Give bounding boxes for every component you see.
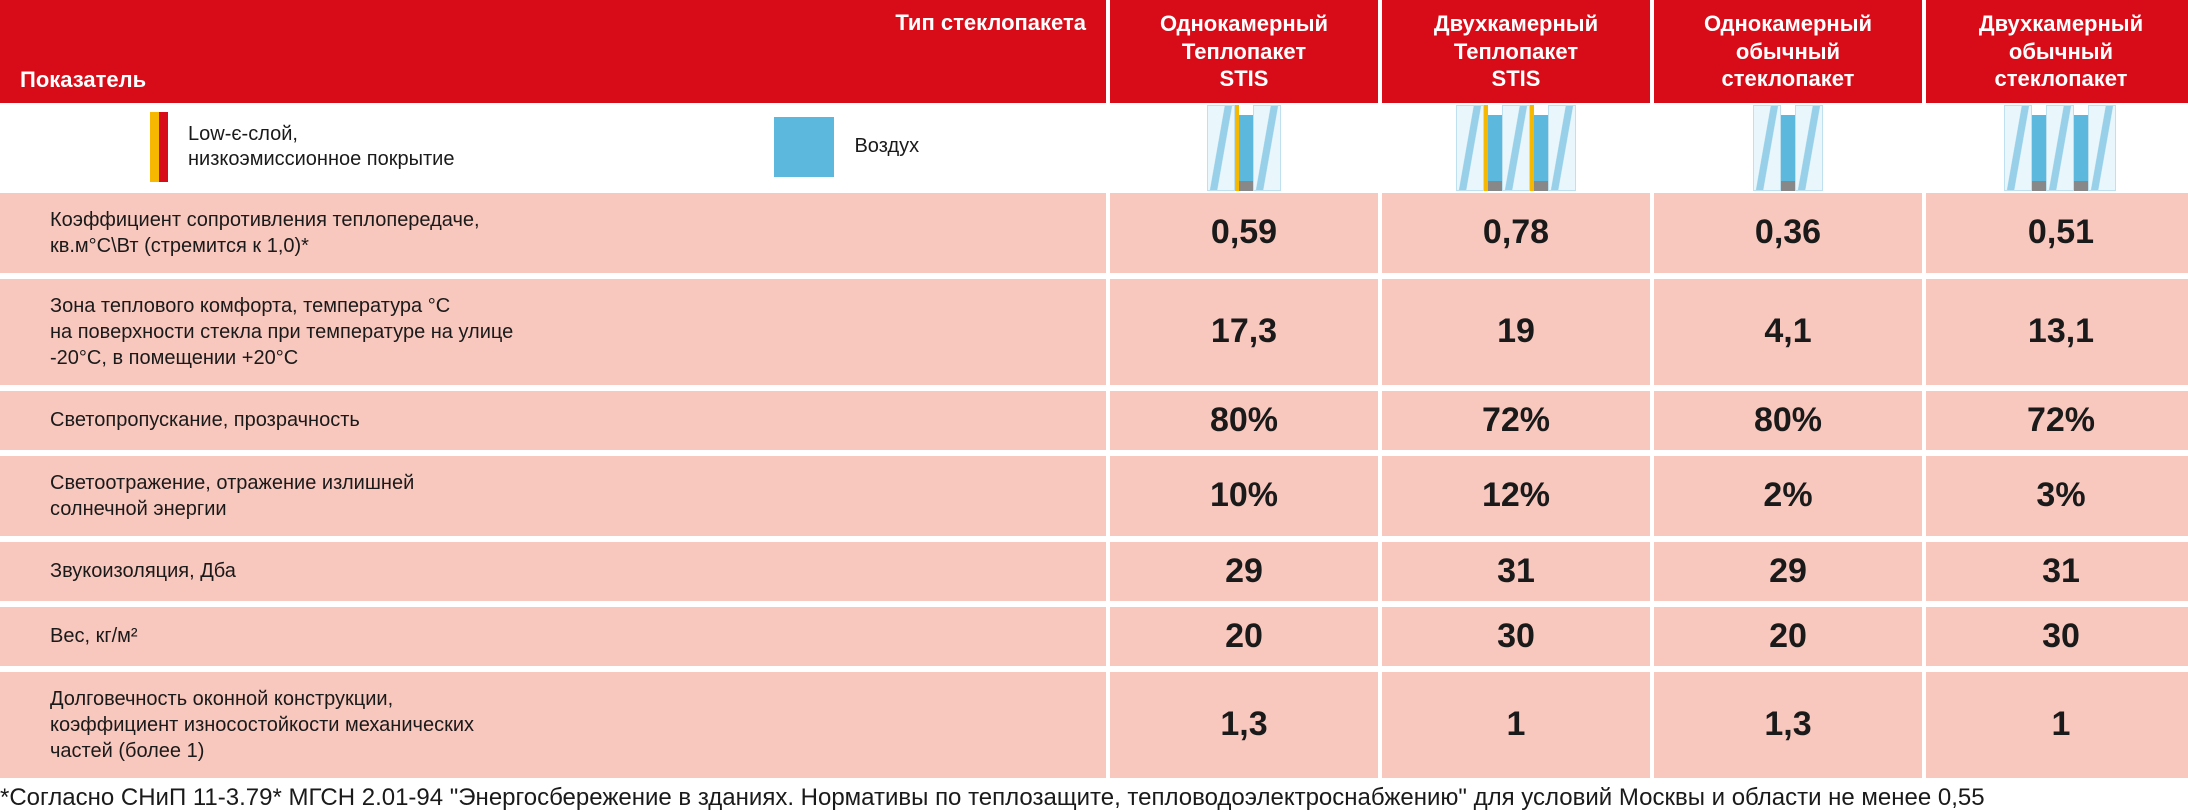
row-label: Светоотражение, отражение излишней солне…: [0, 453, 1108, 539]
comparison-table: Low-є-слой, низкоэмиссионное покрытие Во…: [0, 0, 2188, 778]
header-col-0: Однокамерный Теплопакет STIS: [1108, 0, 1380, 103]
table-row: Вес, кг/м²20302030: [0, 604, 2188, 669]
row-value: 10%: [1108, 453, 1380, 539]
row-value: 80%: [1652, 388, 1924, 453]
table-row: Звукоизоляция, Дба29312931: [0, 539, 2188, 604]
row-label: Звукоизоляция, Дба: [0, 539, 1108, 604]
glazing-illustration-0: [1108, 105, 1380, 191]
row-value: 29: [1652, 539, 1924, 604]
row-value: 80%: [1108, 388, 1380, 453]
row-value: 0,36: [1652, 193, 1924, 276]
header-indicator-label: Показатель: [20, 67, 146, 93]
legend-lowe-label: Low-є-слой, низкоэмиссионное покрытие: [188, 122, 454, 172]
row-value: 13,1: [1924, 276, 2188, 388]
row-value: 0,78: [1380, 193, 1652, 276]
row-value: 1: [1924, 669, 2188, 778]
row-value: 0,59: [1108, 193, 1380, 276]
row-label: Зона теплового комфорта, температура °С …: [0, 276, 1108, 388]
row-value: 30: [1380, 604, 1652, 669]
row-value: 12%: [1380, 453, 1652, 539]
header-col-3: Двухкамерный обычный стеклопакет: [1924, 0, 2188, 103]
table-row: Зона теплового комфорта, температура °С …: [0, 276, 2188, 388]
row-value: 3%: [1924, 453, 2188, 539]
glazing-illustration-3: [1924, 105, 2188, 191]
table-row: Светопропускание, прозрачность80%72%80%7…: [0, 388, 2188, 453]
row-value: 19: [1380, 276, 1652, 388]
row-value: 31: [1924, 539, 2188, 604]
row-value: 20: [1108, 604, 1380, 669]
legend: Low-є-слой, низкоэмиссионное покрытие Во…: [0, 103, 1108, 191]
legend-lowe: Low-є-слой, низкоэмиссионное покрытие: [150, 112, 454, 182]
legend-air: Воздух: [774, 117, 919, 177]
row-value: 2%: [1652, 453, 1924, 539]
row-value: 29: [1108, 539, 1380, 604]
header-col-2: Однокамерный обычный стеклопакет: [1652, 0, 1924, 103]
row-value: 1: [1380, 669, 1652, 778]
row-value: 1,3: [1652, 669, 1924, 778]
row-label: Вес, кг/м²: [0, 604, 1108, 669]
table-row: Светоотражение, отражение излишней солне…: [0, 453, 2188, 539]
glazing-illustration-2: [1652, 105, 1924, 191]
row-label: Долговечность оконной конструкции, коэфф…: [0, 669, 1108, 778]
row-label: Светопропускание, прозрачность: [0, 388, 1108, 453]
legend-air-label: Воздух: [854, 134, 919, 159]
row-value: 1,3: [1108, 669, 1380, 778]
air-swatch-icon: [774, 117, 834, 177]
row-value: 20: [1652, 604, 1924, 669]
footnote: *Согласно СНиП 11-3.79* МГСН 2.01-94 "Эн…: [0, 778, 2188, 812]
table-row: Коэффициент сопротивления теплопередаче,…: [0, 193, 2188, 276]
legend-illustration-row: Low-є-слой, низкоэмиссионное покрытие Во…: [0, 103, 2188, 193]
header-type-label: Тип стеклопакета: [895, 10, 1086, 36]
table-row: Долговечность оконной конструкции, коэфф…: [0, 669, 2188, 778]
row-value: 4,1: [1652, 276, 1924, 388]
header-col-1: Двухкамерный Теплопакет STIS: [1380, 0, 1652, 103]
header-first-cell: Тип стеклопакета Показатель: [0, 0, 1108, 103]
row-value: 30: [1924, 604, 2188, 669]
lowe-swatch-icon: [150, 112, 168, 182]
table-header-row: Тип стеклопакета Показатель Однокамерный…: [0, 0, 2188, 103]
row-value: 31: [1380, 539, 1652, 604]
row-label: Коэффициент сопротивления теплопередаче,…: [0, 193, 1108, 276]
glazing-illustration-1: [1380, 105, 1652, 191]
row-value: 0,51: [1924, 193, 2188, 276]
row-value: 17,3: [1108, 276, 1380, 388]
row-value: 72%: [1924, 388, 2188, 453]
row-value: 72%: [1380, 388, 1652, 453]
